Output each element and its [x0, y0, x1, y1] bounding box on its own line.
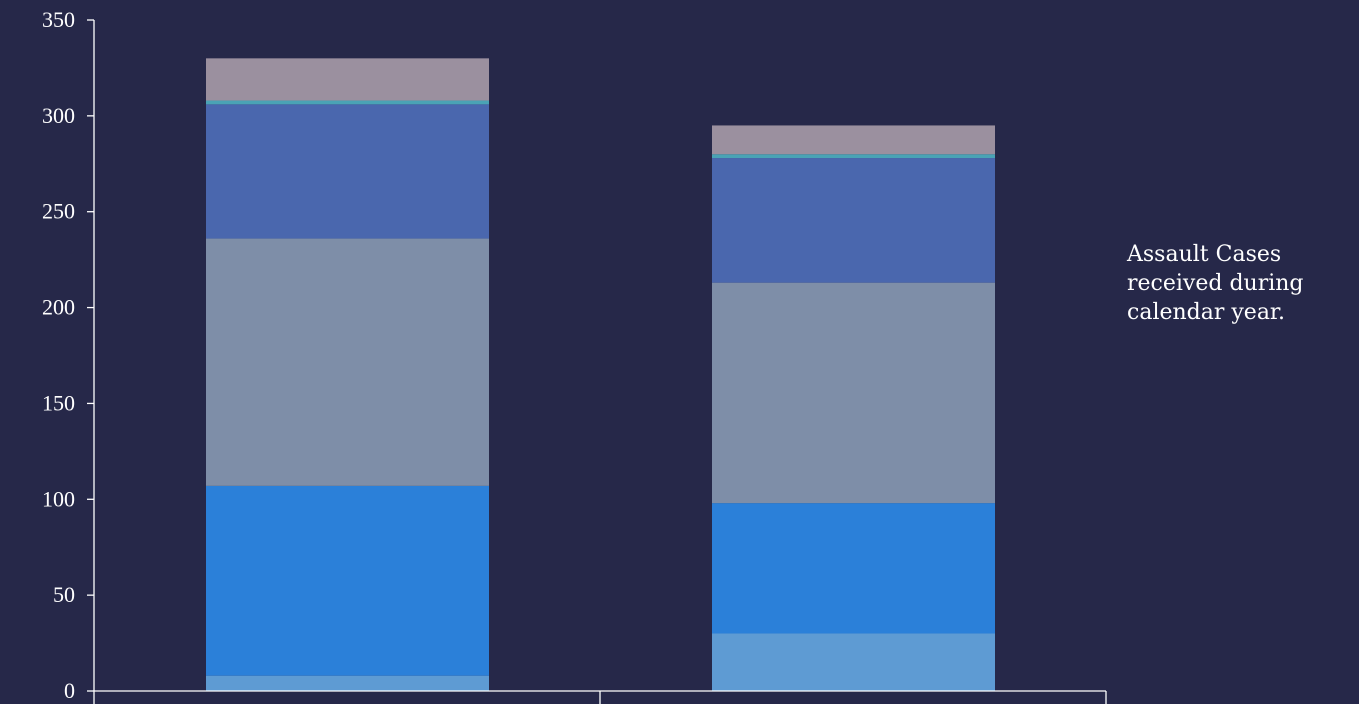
bar-segment-2-6: [712, 125, 995, 155]
bars-layer: [206, 58, 995, 691]
y-tick-label: 350: [42, 7, 75, 32]
y-tick-label: 0: [64, 678, 75, 703]
bar-segment-2-5: [712, 154, 995, 159]
y-tick-label: 50: [53, 582, 75, 607]
bar-segment-1-4: [206, 104, 489, 239]
y-tick-label: 250: [42, 199, 75, 224]
bar-segment-1-6: [206, 58, 489, 101]
chart-annotation: Assault Cases received during calendar y…: [1127, 242, 1304, 325]
y-tick-label: 300: [42, 103, 75, 128]
bar-segment-1-1: [206, 675, 489, 691]
bar-segment-2-1: [712, 633, 995, 691]
y-tick-labels: 0 50 100 150 200 250 300 350: [42, 7, 75, 703]
y-tick-label: 100: [42, 486, 75, 511]
bar-segment-1-5: [206, 100, 489, 105]
bar-segment-2-2: [712, 503, 995, 634]
bar-segment-2-4: [712, 158, 995, 283]
bar-segment-1-3: [206, 238, 489, 486]
y-tick-label: 150: [42, 390, 75, 415]
y-tick-label: 200: [42, 295, 75, 320]
bar-segment-1-2: [206, 485, 489, 676]
axes-layer: [87, 19, 1107, 704]
bar-segment-2-3: [712, 282, 995, 504]
